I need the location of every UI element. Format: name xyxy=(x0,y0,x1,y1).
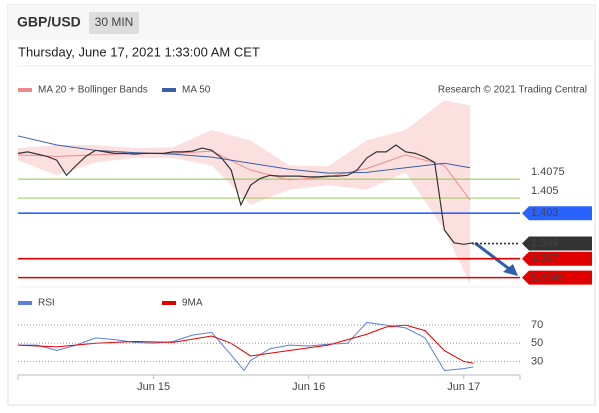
legend-label: MA 50 xyxy=(182,85,211,96)
credit: Research © 2021 Trading Central xyxy=(438,85,587,96)
series-line xyxy=(18,321,474,372)
level-label: 1.399 xyxy=(531,237,559,249)
legend-swatch xyxy=(18,301,32,305)
legend-label: 9MA xyxy=(182,298,203,309)
x-tick-label: Jun 15 xyxy=(137,381,170,393)
legend-swatch xyxy=(162,301,176,305)
x-tick-label: Jun 17 xyxy=(447,381,480,393)
x-tick-label: Jun 16 xyxy=(292,381,325,393)
legend-swatch xyxy=(162,88,176,92)
level-tag xyxy=(522,270,592,285)
datetime: Thursday, June 17, 2021 1:33:00 AM CET xyxy=(18,44,260,59)
y-tick-label: 50 xyxy=(531,337,543,349)
forecast-arrowhead xyxy=(503,264,518,276)
level-label: 1.3945 xyxy=(531,272,565,284)
card xyxy=(7,4,596,406)
level-tag xyxy=(522,236,592,251)
price-line xyxy=(17,144,474,245)
forecast-arrow xyxy=(474,241,513,273)
level-tag xyxy=(522,206,592,221)
level-label: 1.403 xyxy=(531,207,559,219)
y-tick-label: 30 xyxy=(531,355,543,367)
legend-swatch xyxy=(18,88,32,92)
symbol: GBP/USD xyxy=(17,14,81,30)
level-label: 1.397 xyxy=(531,253,559,265)
level-label: 1.405 xyxy=(531,185,559,197)
y-tick-label: 70 xyxy=(531,319,543,331)
interval-badge xyxy=(89,12,139,34)
level-tag xyxy=(522,251,592,266)
level-label: 1.4075 xyxy=(531,166,565,178)
legend-label: RSI xyxy=(38,298,55,309)
bollinger-band xyxy=(18,100,471,285)
series-line xyxy=(17,150,471,201)
series-line xyxy=(17,324,474,364)
interval: 30 MIN xyxy=(95,15,134,29)
legend-label: MA 20 + Bollinger Bands xyxy=(38,85,148,96)
